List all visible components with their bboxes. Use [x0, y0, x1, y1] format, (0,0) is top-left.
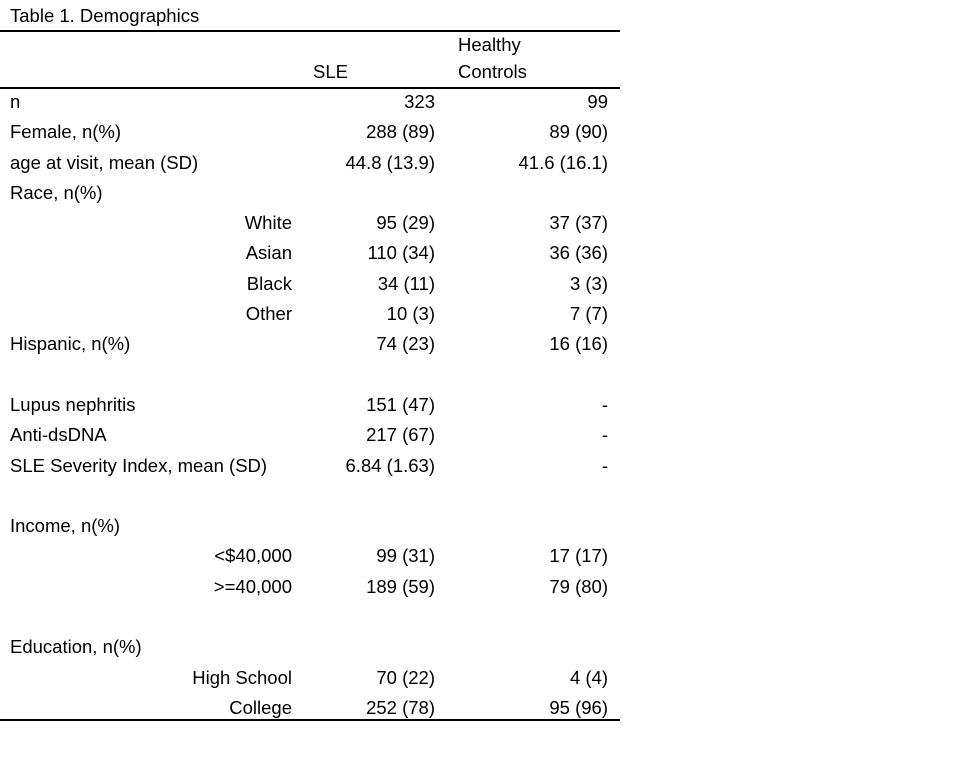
healthy-controls-value: 4 (4) [569, 666, 608, 688]
section-spacer [0, 604, 620, 634]
table-row: White 95 (29) 37 (37) [0, 210, 620, 240]
table-row: Female, n(%) 288 (89) 89 (90) [0, 119, 620, 149]
sle-value: 323 [404, 91, 435, 112]
row-label: SLE Severity Index, mean (SD) [10, 454, 268, 476]
row-sublabel: College [229, 696, 292, 718]
row-sublabel: Other [245, 303, 292, 325]
bottom-rule [0, 719, 620, 721]
row-label: Race, n(%) [10, 181, 103, 203]
row-label: age at visit, mean (SD) [10, 151, 199, 173]
table-row: Anti-dsDNA 217 (67) - [0, 422, 620, 452]
header-healthy-controls-line2: Controls [458, 61, 527, 82]
sle-value: 189 (59) [366, 575, 435, 597]
healthy-controls-value: - [601, 393, 608, 415]
row-label: Education, n(%) [10, 636, 142, 658]
healthy-controls-value: 17 (17) [549, 545, 608, 567]
healthy-controls-value: 16 (16) [549, 333, 608, 355]
sle-value: 95 (29) [376, 212, 435, 234]
row-sublabel: Black [246, 272, 292, 294]
table-row: age at visit, mean (SD) 44.8 (13.9) 41.6 (… [0, 150, 620, 180]
sle-value: 99 (31) [376, 545, 435, 567]
sle-value: 10 (3) [386, 303, 435, 325]
table-row: Hispanic, n(%) 74 (23) 16 (16) [0, 331, 620, 361]
sle-value: 74 (23) [376, 333, 435, 355]
table-row: Race, n(%) [0, 180, 620, 210]
header-rule [0, 87, 620, 89]
row-label: Hispanic, n(%) [10, 333, 131, 355]
table-row: >=40,000 189 (59) 79 (80) [0, 574, 620, 604]
sle-value: 70 (22) [376, 666, 435, 688]
sle-value: 252 (78) [366, 696, 435, 718]
healthy-controls-value: 89 (90) [549, 121, 608, 143]
table-title: Table 1. Demographics [10, 5, 200, 26]
table-row: High School 70 (22) 4 (4) [0, 665, 620, 695]
sle-value: 6.84 (1.63) [345, 454, 435, 476]
row-label: Lupus nephritis [10, 393, 136, 415]
section-spacer [0, 362, 620, 392]
healthy-controls-value: 37 (37) [549, 212, 608, 234]
row-sublabel: <$40,000 [214, 545, 292, 567]
healthy-controls-value: - [601, 454, 608, 476]
table-row: College 252 (78) 95 (96) [0, 695, 620, 725]
healthy-controls-value: 79 (80) [549, 575, 608, 597]
row-sublabel: >=40,000 [213, 575, 292, 597]
sle-value: 288 (89) [366, 121, 435, 143]
row-sublabel: High School [192, 666, 292, 688]
sle-value: 44.8 (13.9) [345, 151, 435, 173]
healthy-controls-value: 36 (36) [549, 242, 608, 264]
table-row: SLE Severity Index, mean (SD) 6.84 (1.63)… [0, 453, 620, 483]
healthy-controls-value: 41.6 (16.1) [518, 151, 608, 173]
table-row: n 323 99 [0, 89, 620, 119]
healthy-controls-value: 3 (3) [569, 272, 608, 294]
healthy-controls-value: 99 [587, 91, 608, 112]
top-rule [0, 30, 620, 32]
row-sublabel: Asian [245, 242, 292, 264]
sle-value: 110 (34) [367, 242, 435, 264]
table-row: Black 34 (11) 3 (3) [0, 271, 620, 301]
healthy-controls-value: - [601, 424, 608, 446]
header-sle: SLE [313, 61, 348, 82]
sle-value: 34 (11) [377, 272, 435, 294]
table-row: <$40,000 99 (31) 17 (17) [0, 543, 620, 573]
table-row: Education, n(%) [0, 634, 620, 664]
table-row: Lupus nephritis 151 (47) - [0, 392, 620, 422]
row-label: Income, n(%) [10, 515, 121, 537]
row-label: n [10, 91, 21, 112]
row-sublabel: White [244, 212, 292, 234]
table-row: Income, n(%) [0, 513, 620, 543]
table-row: Other 10 (3) 7 (7) [0, 301, 620, 331]
table-row: Asian 110 (34) 36 (36) [0, 240, 620, 270]
sle-value: 217 (67) [366, 424, 435, 446]
row-label: Female, n(%) [10, 121, 122, 143]
table-body: n 323 99 Female, n(%) 288 (89) 89 (90) age at … [0, 89, 620, 725]
sle-value: 151 (47) [366, 393, 435, 415]
row-label: Anti-dsDNA [10, 424, 107, 446]
healthy-controls-value: 95 (96) [549, 696, 608, 718]
healthy-controls-value: 7 (7) [569, 303, 608, 325]
header-healthy-controls-line1: Healthy [458, 34, 521, 55]
section-spacer [0, 483, 620, 513]
